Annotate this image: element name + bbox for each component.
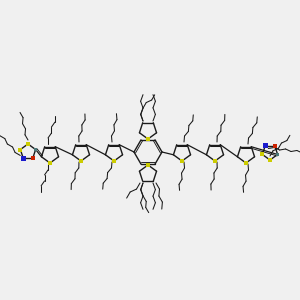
Bar: [34, 148, 38, 151]
Bar: [260, 152, 264, 157]
Bar: [268, 158, 272, 162]
Bar: [21, 156, 26, 161]
Bar: [180, 159, 184, 163]
Bar: [263, 143, 268, 148]
Bar: [26, 142, 30, 146]
Bar: [273, 143, 277, 148]
Bar: [213, 159, 217, 163]
Bar: [48, 161, 52, 165]
Bar: [31, 157, 35, 160]
Bar: [79, 159, 83, 163]
Bar: [276, 153, 279, 156]
Bar: [18, 148, 22, 152]
Bar: [112, 159, 116, 163]
Bar: [244, 161, 248, 165]
Bar: [146, 163, 150, 167]
Bar: [146, 137, 150, 141]
